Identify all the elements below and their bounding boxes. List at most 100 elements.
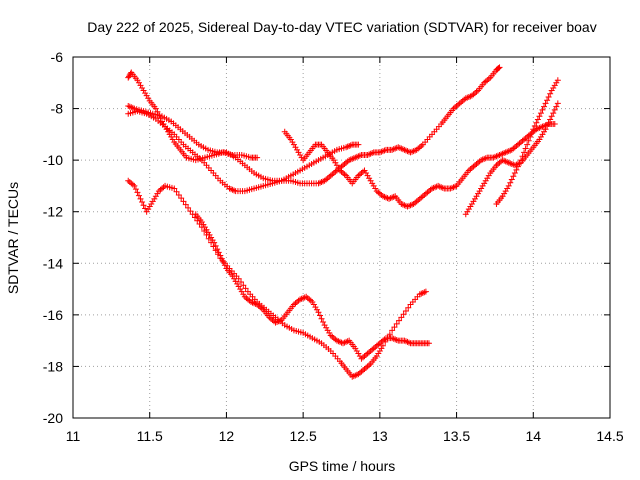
data-point xyxy=(315,309,322,316)
x-tick-label: 12 xyxy=(219,428,235,444)
y-tick-label: -18 xyxy=(43,358,63,374)
series-track-5 xyxy=(192,211,432,362)
data-point xyxy=(542,100,549,107)
data-point xyxy=(214,246,221,253)
data-point xyxy=(379,342,386,349)
data-point xyxy=(495,64,502,71)
y-axis-label: SDTVAR / TECUs xyxy=(5,182,21,294)
data-point xyxy=(544,122,551,129)
data-point xyxy=(554,77,561,84)
data-point xyxy=(346,142,353,149)
data-point xyxy=(518,157,525,164)
data-point xyxy=(550,110,557,117)
data-point xyxy=(379,148,386,155)
data-point xyxy=(142,205,149,212)
data-point xyxy=(422,288,429,295)
y-tick-label: -16 xyxy=(43,307,63,323)
data-point xyxy=(513,166,520,173)
data-point xyxy=(392,145,399,152)
plot-frame xyxy=(72,56,611,419)
series-track-1 xyxy=(125,69,261,164)
x-tick-label: 11 xyxy=(66,428,81,444)
axis-ticks: 11 11.5 12 12.5 13 13.5 14 14.5 -6 -8 -10 -12 -14 -16… xyxy=(43,49,624,444)
data-point xyxy=(386,331,393,338)
data-point xyxy=(522,145,529,152)
data-point xyxy=(400,311,407,318)
data-point xyxy=(218,255,225,262)
data-point xyxy=(367,150,374,157)
data-point xyxy=(419,289,426,296)
data-point xyxy=(131,182,138,189)
data-point xyxy=(320,318,327,325)
data-point xyxy=(182,201,189,208)
data-point xyxy=(171,185,178,192)
y-tick-label: -6 xyxy=(51,49,64,65)
data-point xyxy=(178,195,185,202)
data-point xyxy=(128,104,135,111)
data-point xyxy=(534,116,541,123)
series-track-8 xyxy=(493,77,561,207)
data-point xyxy=(521,149,528,156)
series-track-4 xyxy=(125,177,429,380)
data-point xyxy=(530,126,537,133)
data-point xyxy=(187,208,194,215)
data-point xyxy=(135,192,142,199)
data-point xyxy=(389,327,396,334)
x-tick-label: 11.5 xyxy=(137,428,163,444)
data-point xyxy=(393,320,400,327)
data-point xyxy=(450,184,457,191)
data-point xyxy=(537,110,544,117)
data-point xyxy=(240,282,247,289)
data-point xyxy=(220,258,227,265)
data-point xyxy=(389,194,396,201)
data-point xyxy=(519,153,526,160)
data-point xyxy=(402,307,409,314)
data-point xyxy=(391,324,398,331)
data-point xyxy=(355,141,362,148)
data-point xyxy=(553,103,560,110)
data-point xyxy=(514,163,521,170)
data-point xyxy=(134,189,141,196)
data-point xyxy=(173,188,180,195)
x-tick-label: 12.5 xyxy=(290,428,317,444)
data-point xyxy=(152,105,159,112)
y-tick-label: -10 xyxy=(43,152,63,168)
data-point xyxy=(554,100,561,107)
data-point xyxy=(404,338,411,345)
data-point xyxy=(242,285,249,292)
y-tick-label: -14 xyxy=(43,255,63,271)
data-point xyxy=(528,130,535,137)
data-point xyxy=(215,249,222,256)
chart-title: Day 222 of 2025, Sidereal Day-to-day VTE… xyxy=(87,19,596,35)
x-tick-label: 13 xyxy=(372,428,388,444)
data-point xyxy=(539,106,546,113)
data-point xyxy=(527,133,534,140)
data-point xyxy=(516,160,523,167)
series-track-7 xyxy=(462,100,561,218)
y-tick-label: -8 xyxy=(51,101,64,117)
data-point xyxy=(542,126,549,133)
data-point xyxy=(317,312,324,319)
data-point xyxy=(545,93,552,100)
data-point xyxy=(211,239,218,246)
data-point xyxy=(180,198,187,205)
data-point xyxy=(318,315,325,322)
data-point xyxy=(545,119,552,126)
data-point xyxy=(551,106,558,113)
data-point xyxy=(396,317,403,324)
data-point xyxy=(541,103,548,110)
data-point xyxy=(536,113,543,120)
data-point xyxy=(405,304,412,311)
data-point xyxy=(524,141,531,148)
x-tick-label: 14 xyxy=(525,428,541,444)
data-point xyxy=(139,199,146,206)
grid-lines xyxy=(73,57,610,418)
data-point xyxy=(551,121,558,128)
data-point xyxy=(132,186,139,193)
data-point xyxy=(229,186,236,193)
data-point xyxy=(510,173,517,180)
data-point xyxy=(525,137,532,144)
data-point xyxy=(238,278,245,285)
data-point xyxy=(392,336,399,343)
